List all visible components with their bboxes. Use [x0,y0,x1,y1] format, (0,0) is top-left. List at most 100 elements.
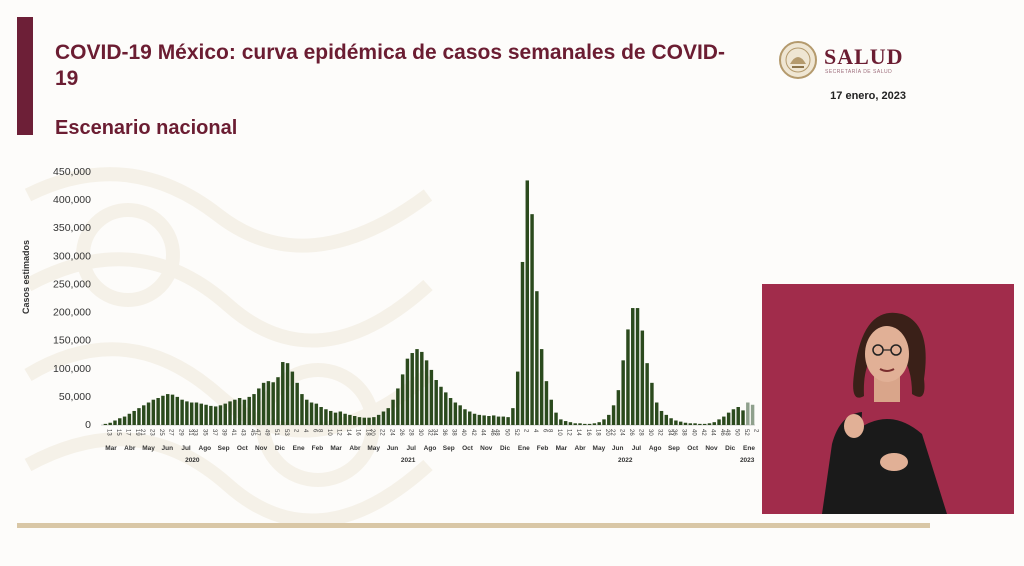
x-week-label: 6 [542,429,548,433]
y-tick-label: 200,000 [53,307,91,319]
x-week-label: 46 [489,429,495,436]
x-week-label: 12 [336,429,342,436]
bar [305,399,309,425]
bar [515,371,520,425]
slide-title: COVID-19 México: curva epidémica de caso… [55,41,725,90]
bar [185,401,189,425]
x-week-label: 24 [388,429,394,436]
x-month-label: May [593,445,606,452]
x-month-label: Jul [181,445,191,452]
x-week-label: 13 [105,429,111,436]
bar [468,411,472,425]
x-week-label: 31 [187,429,193,436]
x-week-label: 4 [532,429,538,433]
x-week-label: 46 [719,429,725,436]
bar [726,412,731,425]
bar [376,414,381,425]
bar [592,423,597,425]
bar [386,408,390,425]
bar [616,390,621,425]
bar [640,330,645,425]
x-week-label: 28 [407,429,413,436]
x-week-label: 18 [594,429,600,436]
bar [587,423,592,425]
bar [429,369,434,425]
bar [674,420,678,425]
bar [664,414,669,425]
y-tick-label: 300,000 [53,250,91,262]
bar [626,329,630,425]
bar [213,406,218,425]
bar [712,422,716,425]
x-week-label: 41 [230,429,236,436]
x-year-label: 2020 [185,457,200,464]
x-week-label: 12 [566,429,572,436]
bar [189,402,194,425]
y-axis-label: Casos estimados [21,240,31,314]
bar [161,395,165,425]
x-week-label: 47 [254,429,260,436]
bar [573,423,577,425]
bar [309,402,314,425]
x-month-label: Sep [218,445,230,452]
sign-language-interpreter-video [762,284,1014,514]
bar [506,417,510,425]
x-week-label: 34 [666,429,672,436]
x-month-label: Jun [162,445,174,452]
interpreter-figure [762,284,1014,514]
bar [424,360,429,425]
slide-subtitle: Escenario nacional [55,117,238,139]
x-week-label: 20 [604,429,610,436]
x-week-label: 50 [733,429,739,436]
bar [501,416,506,425]
bar [367,417,371,425]
x-week-label: 30 [417,429,423,436]
bar [439,386,443,425]
bar [338,411,343,425]
bar [420,351,424,425]
x-week-label: 16 [355,429,361,436]
bar [487,416,491,425]
bar [300,394,304,425]
x-week-label: 22 [379,429,385,436]
bar [597,422,601,425]
y-tick-label: 0 [85,419,91,431]
bar [702,423,707,425]
x-week-label: 44 [709,429,715,436]
bar [108,422,112,425]
bar [535,291,539,425]
bar [496,416,501,425]
bar [654,402,659,425]
x-month-label: Jul [632,445,642,452]
x-week-label: 15 [115,429,121,436]
x-month-label: Sep [668,445,680,452]
bar [285,363,290,425]
x-month-label: Nov [480,445,493,452]
x-week-label: 49 [264,429,270,436]
x-week-label: 16 [585,429,591,436]
x-month-label: Feb [312,445,324,452]
x-month-label: Jun [612,445,624,452]
y-tick-label: 350,000 [53,222,91,234]
x-week-label: 35 [201,429,207,436]
x-month-label: Nov [255,445,268,452]
bar [736,407,740,425]
bar [400,374,405,425]
bar [276,377,280,425]
bar [333,412,338,425]
bar [266,381,271,425]
x-week-label: 45 [249,429,255,436]
x-month-label: May [142,445,155,452]
bar [731,409,736,425]
bar [396,388,400,425]
bar [650,382,654,425]
bar [357,417,362,425]
bar [444,392,448,425]
bar [257,388,261,425]
x-week-label: 38 [681,429,687,436]
x-week-label: 8 [316,429,322,433]
y-tick-label: 150,000 [53,335,91,347]
bar [554,412,558,425]
bar [631,308,635,425]
x-week-label: 19 [134,429,140,436]
